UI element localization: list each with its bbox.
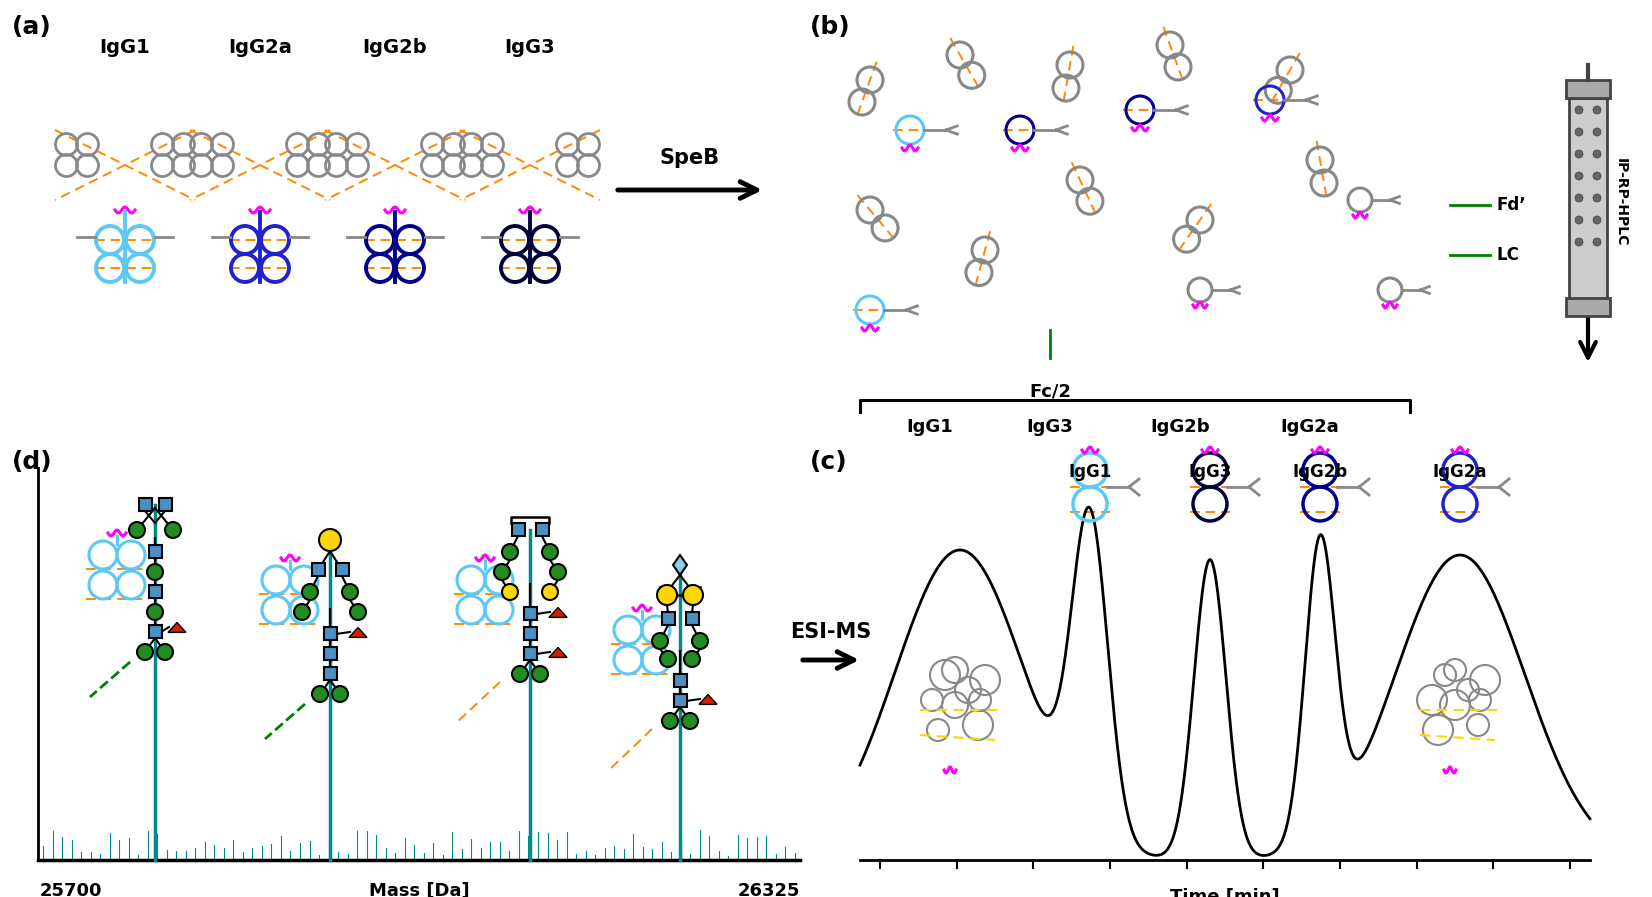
Text: IgG2b: IgG2b bbox=[1292, 463, 1348, 481]
Bar bbox=[1569, 98, 1607, 303]
Circle shape bbox=[653, 633, 667, 649]
Circle shape bbox=[657, 585, 677, 605]
Circle shape bbox=[1593, 106, 1601, 114]
Circle shape bbox=[332, 686, 349, 702]
Circle shape bbox=[1593, 238, 1601, 246]
Bar bbox=[524, 628, 537, 640]
Circle shape bbox=[342, 584, 358, 600]
Circle shape bbox=[661, 651, 676, 667]
Circle shape bbox=[165, 522, 182, 538]
Text: IgG3: IgG3 bbox=[1188, 463, 1232, 481]
Text: (c): (c) bbox=[809, 450, 847, 474]
Bar bbox=[139, 499, 152, 511]
Text: 25700: 25700 bbox=[40, 882, 102, 897]
Text: SpeB: SpeB bbox=[659, 148, 720, 168]
Text: IgG3: IgG3 bbox=[1026, 418, 1074, 436]
Circle shape bbox=[532, 666, 548, 682]
Text: IgG2b: IgG2b bbox=[1150, 418, 1209, 436]
Bar bbox=[1566, 80, 1611, 98]
Polygon shape bbox=[699, 694, 717, 704]
Text: Time [min]: Time [min] bbox=[1170, 888, 1280, 897]
Circle shape bbox=[350, 604, 367, 620]
Text: IgG2a: IgG2a bbox=[1280, 418, 1340, 436]
Text: (d): (d) bbox=[12, 450, 53, 474]
Circle shape bbox=[512, 666, 529, 682]
Circle shape bbox=[494, 564, 510, 580]
Text: IP-RP-HPLC: IP-RP-HPLC bbox=[1614, 158, 1627, 247]
Bar bbox=[149, 545, 162, 559]
Circle shape bbox=[502, 584, 519, 600]
Bar bbox=[524, 607, 537, 621]
Bar bbox=[1566, 298, 1611, 316]
Circle shape bbox=[147, 564, 164, 580]
Polygon shape bbox=[672, 555, 687, 575]
Text: ESI-MS: ESI-MS bbox=[790, 622, 872, 642]
Text: 26325: 26325 bbox=[737, 882, 800, 897]
Circle shape bbox=[1574, 194, 1583, 202]
Text: IgG2b: IgG2b bbox=[363, 38, 428, 57]
Circle shape bbox=[147, 604, 164, 620]
Bar bbox=[149, 586, 162, 598]
Text: IgG2a: IgG2a bbox=[1432, 463, 1487, 481]
Circle shape bbox=[1593, 128, 1601, 136]
Circle shape bbox=[684, 651, 700, 667]
Bar bbox=[159, 499, 172, 511]
Bar bbox=[686, 613, 699, 625]
Bar bbox=[312, 563, 324, 577]
Bar bbox=[661, 613, 674, 625]
Circle shape bbox=[319, 529, 340, 551]
Circle shape bbox=[1574, 150, 1583, 158]
Circle shape bbox=[1574, 128, 1583, 136]
Polygon shape bbox=[548, 648, 567, 658]
Circle shape bbox=[1593, 150, 1601, 158]
Bar bbox=[674, 694, 687, 708]
Bar bbox=[324, 628, 337, 640]
Text: (a): (a) bbox=[12, 15, 51, 39]
Circle shape bbox=[542, 584, 558, 600]
Circle shape bbox=[502, 544, 519, 560]
Text: IgG3: IgG3 bbox=[506, 38, 555, 57]
Circle shape bbox=[662, 713, 677, 729]
Text: IgG1: IgG1 bbox=[99, 38, 150, 57]
Bar bbox=[535, 524, 548, 536]
Circle shape bbox=[692, 633, 709, 649]
Circle shape bbox=[1593, 172, 1601, 180]
Text: Fc/2: Fc/2 bbox=[1029, 382, 1070, 400]
Polygon shape bbox=[169, 623, 187, 632]
Text: LC: LC bbox=[1497, 246, 1520, 264]
Circle shape bbox=[550, 564, 567, 580]
Bar bbox=[512, 524, 524, 536]
Bar bbox=[149, 625, 162, 639]
Text: Fd’: Fd’ bbox=[1497, 196, 1526, 214]
Circle shape bbox=[312, 686, 329, 702]
Circle shape bbox=[682, 585, 704, 605]
Text: (b): (b) bbox=[809, 15, 851, 39]
Polygon shape bbox=[548, 607, 567, 617]
Circle shape bbox=[302, 584, 317, 600]
Text: IgG2a: IgG2a bbox=[228, 38, 292, 57]
Bar bbox=[674, 675, 687, 687]
Circle shape bbox=[1574, 106, 1583, 114]
Polygon shape bbox=[349, 628, 367, 638]
Circle shape bbox=[1574, 216, 1583, 224]
Bar bbox=[335, 563, 349, 577]
Circle shape bbox=[137, 644, 154, 660]
Bar bbox=[324, 648, 337, 660]
Circle shape bbox=[1574, 238, 1583, 246]
Circle shape bbox=[682, 713, 699, 729]
Bar bbox=[524, 648, 537, 660]
Text: Mass [Da]: Mass [Da] bbox=[368, 882, 469, 897]
Bar bbox=[324, 667, 337, 681]
Text: IgG1: IgG1 bbox=[907, 418, 953, 436]
Circle shape bbox=[294, 604, 311, 620]
Circle shape bbox=[1593, 194, 1601, 202]
Circle shape bbox=[157, 644, 173, 660]
Circle shape bbox=[129, 522, 145, 538]
Text: IgG1: IgG1 bbox=[1069, 463, 1112, 481]
Circle shape bbox=[1593, 216, 1601, 224]
Circle shape bbox=[542, 544, 558, 560]
Circle shape bbox=[1574, 172, 1583, 180]
